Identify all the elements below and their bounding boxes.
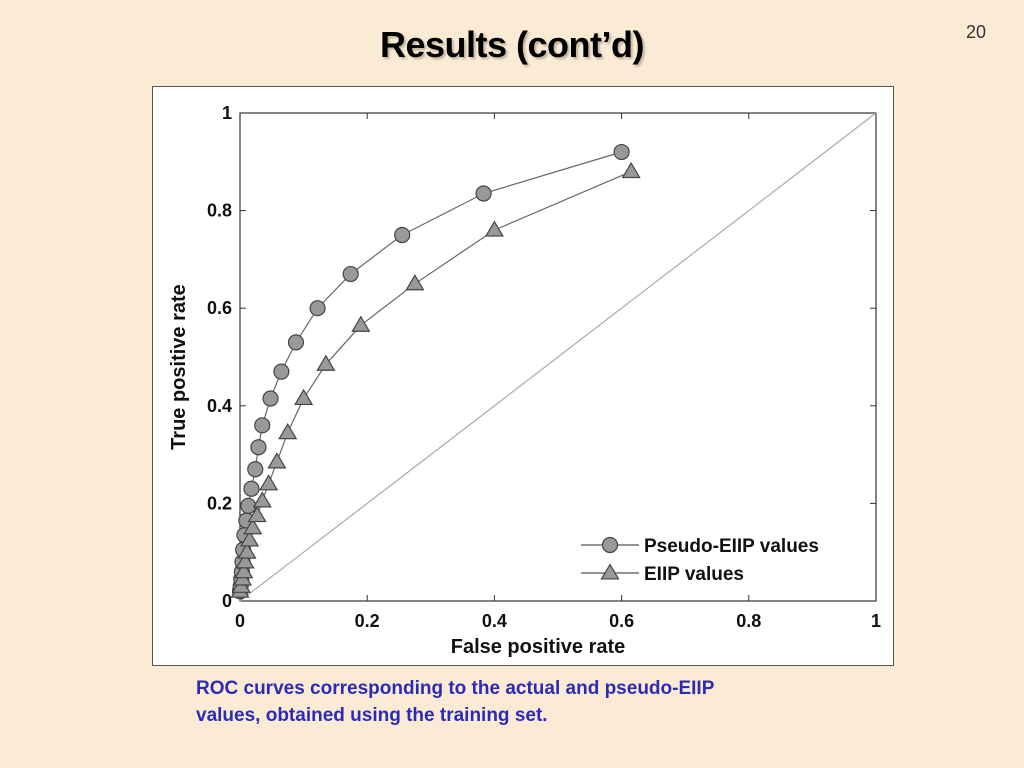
y-tick-label: 1: [222, 103, 232, 123]
caption-line-2: values, obtained using the training set.: [196, 705, 548, 726]
data-point: [240, 497, 257, 514]
data-point: [351, 315, 371, 332]
data-point: [405, 274, 425, 291]
data-point: [243, 518, 263, 535]
figure-caption: ROC curves corresponding to the actual a…: [196, 675, 876, 729]
data-point: [294, 388, 314, 406]
x-tick-label: 1: [871, 611, 881, 631]
data-point: [247, 505, 267, 523]
legend-marker: [601, 536, 619, 554]
data-point: [273, 363, 290, 380]
x-tick-label: 0.4: [482, 611, 507, 631]
roc-figure: 0 0.2 0.4 0.6 0.8 1 0 0.2 0.4 0.6 0.8 1 False positi…: [152, 86, 894, 666]
x-tick-label: 0: [235, 611, 245, 631]
plot-box: [239, 112, 877, 602]
data-point: [621, 161, 641, 179]
data-point: [259, 474, 279, 491]
data-point: [262, 390, 279, 407]
data-point: [234, 562, 254, 579]
data-point: [475, 185, 492, 202]
series-line: [239, 171, 632, 592]
y-tick-label: 0.6: [207, 298, 232, 318]
series-pseudo-eiip: [231, 143, 630, 600]
data-point: [235, 552, 255, 569]
y-tick-label: 0: [222, 591, 232, 611]
data-point: [484, 220, 504, 237]
data-point: [278, 422, 298, 440]
legend-layer: Pseudo-EIIP values EIIP values: [581, 536, 819, 585]
data-point: [247, 461, 264, 478]
slide-number: 20: [965, 22, 987, 42]
x-tick-label: 0.8: [736, 611, 761, 631]
data-point: [250, 439, 267, 456]
y-tick-label: 0.4: [207, 396, 232, 416]
axes-layer: 0 0.2 0.4 0.6 0.8 1 0 0.2 0.4 0.6 0.8 1 False positi…: [168, 103, 881, 658]
legend-item: EIIP values: [581, 563, 744, 585]
caption-line-1: ROC curves corresponding to the actual a…: [196, 678, 715, 699]
series-layer: [230, 143, 641, 600]
roc-chart: 0 0.2 0.4 0.6 0.8 1 0 0.2 0.4 0.6 0.8 1 False positi…: [168, 103, 881, 658]
x-axis-label: False positive rate: [451, 636, 626, 658]
data-point: [254, 417, 271, 434]
y-tick-label: 0.8: [207, 201, 232, 221]
data-point: [239, 530, 260, 547]
x-tick-label: 0.2: [355, 611, 380, 631]
legend-label: EIIP values: [644, 564, 744, 585]
data-point: [267, 452, 287, 469]
data-point: [243, 480, 260, 497]
data-point: [342, 265, 359, 283]
legend-label: Pseudo-EIIP values: [644, 536, 819, 557]
data-point: [316, 354, 336, 371]
data-point: [613, 143, 630, 161]
chance-diagonal-line: [239, 112, 877, 602]
data-point: [287, 334, 305, 351]
x-tick-label: 0.6: [609, 611, 634, 631]
y-axis-label: True positive rate: [168, 284, 190, 450]
legend-item: Pseudo-EIIP values: [581, 536, 819, 557]
legend-marker: [600, 563, 620, 580]
y-tick-label: 0.2: [207, 493, 232, 513]
diagonal-layer: [239, 112, 877, 602]
series-eiip: [230, 161, 641, 598]
data-point: [237, 542, 257, 559]
data-point: [252, 491, 272, 508]
data-point: [309, 300, 326, 317]
series-line: [239, 151, 622, 592]
slide-title: Results (cont’d): [379, 24, 645, 65]
data-point: [394, 226, 411, 244]
